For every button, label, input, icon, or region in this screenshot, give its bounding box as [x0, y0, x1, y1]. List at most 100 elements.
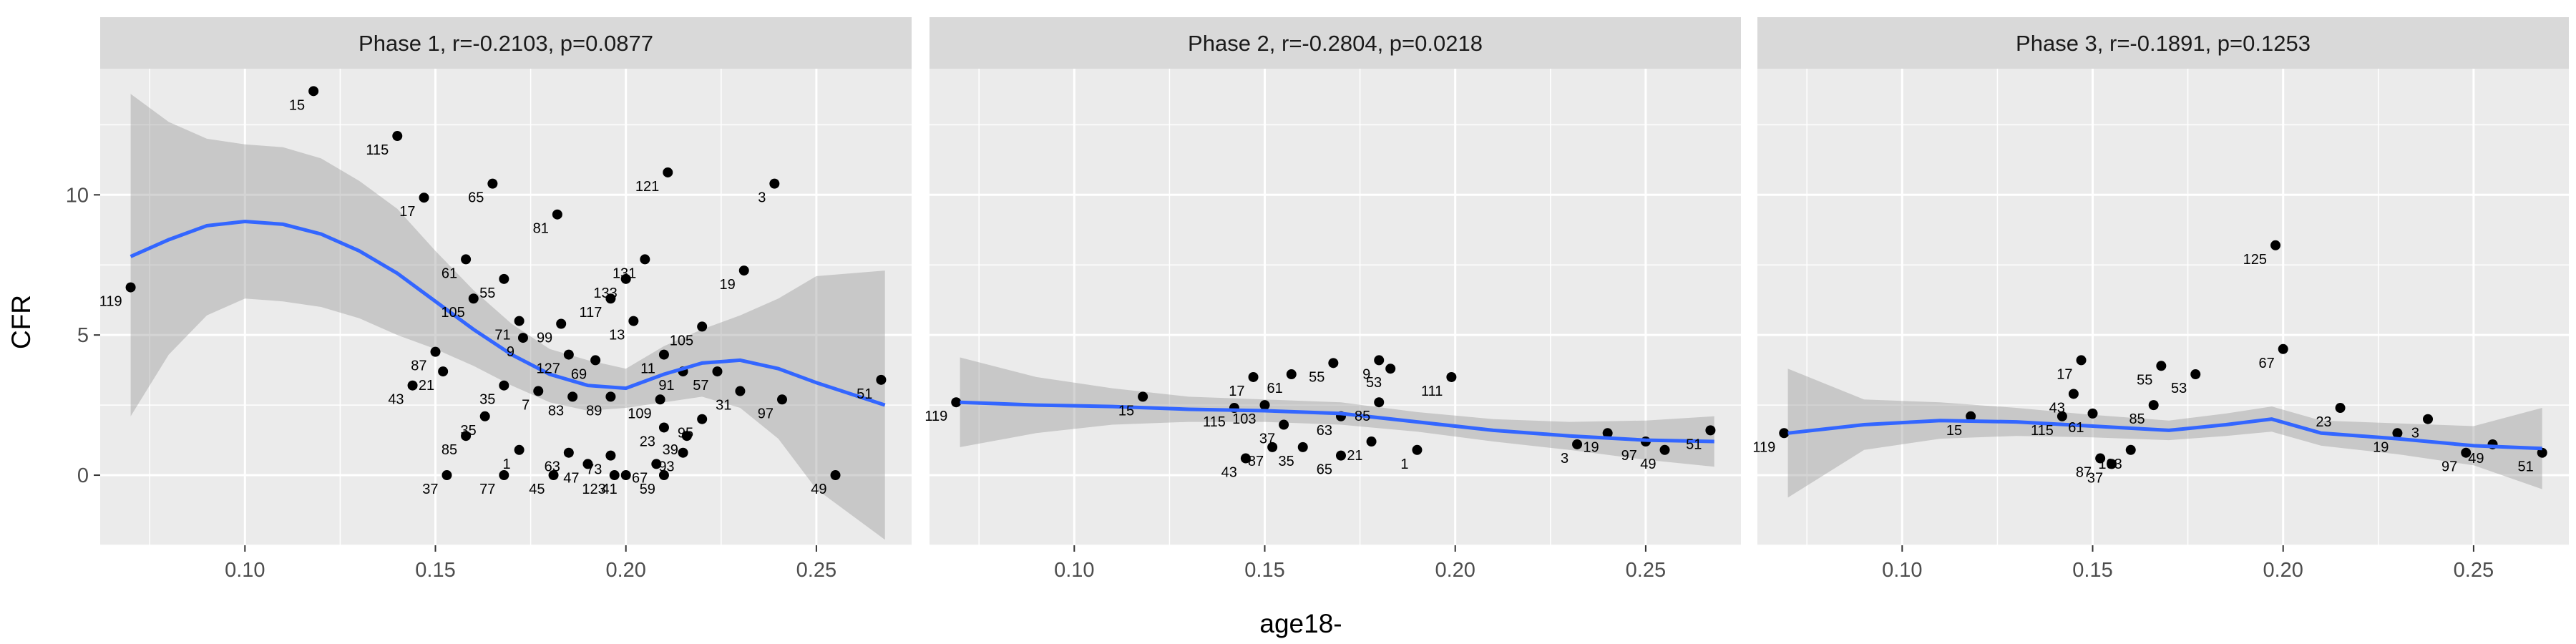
point-label: 39	[663, 442, 678, 458]
point-label: 121	[635, 179, 659, 195]
data-point	[2461, 447, 2472, 458]
data-point	[1659, 444, 1670, 455]
data-point	[2423, 414, 2434, 424]
data-point	[468, 293, 479, 304]
point-label: 31	[716, 398, 731, 414]
x-tick-label: 0.25	[796, 559, 836, 582]
point-label: 15	[289, 97, 305, 113]
point-label: 11	[640, 361, 655, 377]
point-label: 105	[441, 305, 464, 321]
y-tick-label: 10	[66, 184, 89, 207]
data-point	[419, 192, 429, 203]
data-point	[1138, 391, 1148, 402]
point-label: 55	[479, 286, 495, 301]
data-point	[514, 316, 525, 326]
data-point	[1267, 441, 1278, 452]
data-point	[658, 470, 669, 481]
point-label: 65	[1317, 462, 1332, 478]
point-label: 35	[1278, 454, 1294, 469]
data-point	[620, 273, 631, 284]
point-label: 17	[2057, 366, 2072, 382]
data-point	[658, 422, 669, 433]
data-point	[640, 254, 650, 265]
data-point	[308, 86, 319, 97]
data-point	[563, 447, 574, 458]
point-label: 35	[460, 423, 476, 439]
data-point	[1240, 453, 1251, 464]
point-label: 51	[857, 386, 872, 402]
panel-background	[100, 69, 912, 545]
data-point	[697, 321, 708, 332]
confidence-ribbon	[1787, 369, 2542, 498]
facet-strip-title: Phase 2, r=-0.2804, p=0.0218	[1188, 31, 1483, 56]
point-label: 23	[640, 434, 655, 449]
data-point	[1279, 419, 1289, 430]
facet-panel-3: Phase 3, r=-0.1891, p=0.1253 119 15 115 17 43…	[1752, 17, 2569, 582]
point-label: 93	[658, 459, 674, 475]
data-point	[876, 374, 887, 385]
x-tick-label: 0.20	[1435, 559, 1475, 582]
data-point	[517, 333, 528, 343]
point-label: 133	[593, 286, 617, 301]
data-point	[1966, 411, 1976, 421]
point-label: 65	[468, 190, 484, 206]
facet-strip	[1757, 17, 2569, 69]
x-tick-label: 0.20	[605, 559, 645, 582]
point-label: 67	[2258, 356, 2274, 371]
point-label: 85	[441, 442, 457, 458]
point-label: 43	[1221, 465, 1237, 481]
point-label: 117	[580, 305, 602, 321]
point-label: 115	[366, 142, 389, 158]
facet-strip	[100, 17, 912, 69]
data-point	[556, 318, 567, 329]
point-label: 15	[1118, 403, 1134, 419]
point-label: 3	[2411, 426, 2419, 441]
point-label: 41	[601, 482, 617, 497]
y-tick-label: 0	[77, 464, 89, 487]
data-point	[712, 366, 723, 377]
point-label: 85	[2129, 411, 2145, 427]
point-label: 105	[670, 333, 693, 348]
point-label: 95	[678, 426, 693, 441]
point-label: 19	[1583, 439, 1599, 455]
data-point	[678, 447, 688, 458]
data-point	[438, 366, 449, 377]
data-point	[499, 273, 509, 284]
facet-strip-title: Phase 1, r=-0.2103, p=0.0877	[358, 31, 653, 56]
point-label: 3	[758, 190, 766, 206]
point-label: 119	[99, 294, 122, 310]
data-point	[125, 282, 136, 293]
point-label: 37	[1259, 431, 1275, 447]
point-label: 59	[640, 482, 655, 497]
point-label: 19	[719, 277, 735, 293]
data-point	[605, 391, 616, 402]
point-label: 97	[1621, 448, 1637, 464]
x-tick-label: 0.15	[415, 559, 455, 582]
point-label: 89	[586, 403, 602, 419]
point-label: 35	[479, 392, 495, 408]
data-point	[407, 380, 418, 391]
point-label: 85	[1355, 409, 1370, 424]
y-axis-title: CFR	[6, 295, 36, 349]
point-label: 91	[658, 378, 674, 394]
data-point	[1328, 358, 1339, 369]
data-point	[605, 293, 616, 304]
data-point	[681, 431, 692, 441]
data-point	[1374, 397, 1385, 408]
point-label: 51	[2517, 459, 2533, 475]
point-label: 67	[632, 470, 648, 486]
point-label: 37	[2087, 470, 2103, 486]
point-label: 61	[2068, 420, 2084, 436]
data-point	[651, 459, 662, 469]
data-point	[2125, 444, 2136, 455]
data-point	[2392, 428, 2403, 439]
data-point	[1446, 371, 1457, 382]
point-label: 131	[613, 265, 636, 281]
x-tick-label: 0.25	[2454, 559, 2494, 582]
x-tick-label: 0.15	[2072, 559, 2112, 582]
data-point	[590, 355, 601, 366]
point-label: 97	[2441, 459, 2457, 475]
point-label: 1	[1400, 457, 1408, 472]
point-label: 17	[1229, 384, 1244, 399]
